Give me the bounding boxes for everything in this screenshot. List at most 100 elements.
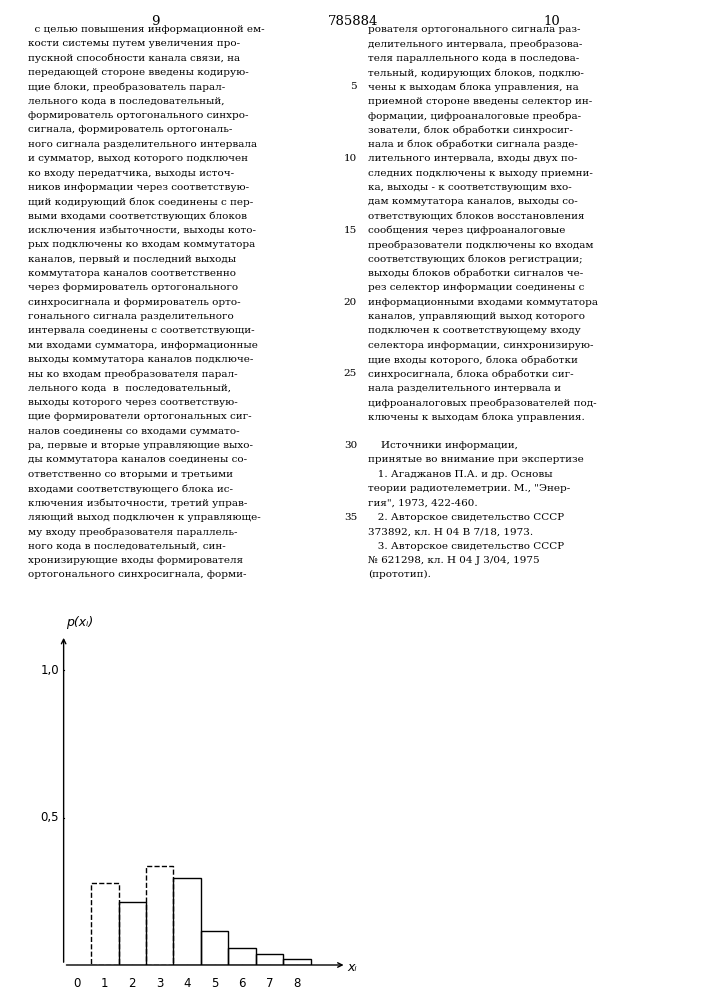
- Text: соответствующих блоков регистрации;: соответствующих блоков регистрации;: [368, 255, 583, 264]
- Text: xᵢ: xᵢ: [348, 961, 358, 974]
- Text: 1: 1: [101, 977, 109, 990]
- Text: p(xᵢ): p(xᵢ): [66, 616, 93, 629]
- Text: 0,5: 0,5: [40, 811, 59, 824]
- Text: выходы блоков обработки сигналов че-: выходы блоков обработки сигналов че-: [368, 269, 583, 278]
- Bar: [284, 959, 311, 965]
- Text: ников информации через соответствую-: ников информации через соответствую-: [28, 183, 250, 192]
- Text: формации, цифроаналоговые преобра-: формации, цифроаналоговые преобра-: [368, 111, 580, 121]
- Text: ра, первые и вторые управляющие выхо-: ра, первые и вторые управляющие выхо-: [28, 441, 253, 450]
- Text: тельный, кодирующих блоков, подклю-: тельный, кодирующих блоков, подклю-: [368, 68, 583, 78]
- Text: теории радиотелеметрии. М., "Энер-: теории радиотелеметрии. М., "Энер-: [368, 484, 570, 493]
- Text: каналов, управляющий выход которого: каналов, управляющий выход которого: [368, 312, 585, 321]
- Text: делительного интервала, преобразова-: делительного интервала, преобразова-: [368, 39, 582, 49]
- Text: ка, выходы - к соответствующим вхо-: ка, выходы - к соответствующим вхо-: [368, 183, 571, 192]
- Text: гия", 1973, 422-460.: гия", 1973, 422-460.: [368, 499, 477, 508]
- Text: 30: 30: [344, 441, 357, 450]
- Text: ного сигнала разделительного интервала: ного сигнала разделительного интервала: [28, 140, 257, 149]
- Bar: [173, 878, 201, 965]
- Text: щие входы которого, блока обработки: щие входы которого, блока обработки: [368, 355, 578, 365]
- Text: ответствующих блоков восстановления: ответствующих блоков восстановления: [368, 212, 584, 221]
- Text: 1. Агаджанов П.А. и др. Основы: 1. Агаджанов П.А. и др. Основы: [368, 470, 552, 479]
- Text: сообщения через цифроаналоговые: сообщения через цифроаналоговые: [368, 226, 565, 235]
- Text: 8: 8: [293, 977, 300, 990]
- Text: му входу преобразователя параллель-: му входу преобразователя параллель-: [28, 527, 238, 537]
- Text: 2. Авторское свидетельство СССР: 2. Авторское свидетельство СССР: [368, 513, 563, 522]
- Bar: [228, 948, 256, 965]
- Text: зователи, блок обработки синхросиг-: зователи, блок обработки синхросиг-: [368, 125, 573, 135]
- Text: 2: 2: [129, 977, 136, 990]
- Text: ми входами сумматора, информационные: ми входами сумматора, информационные: [28, 341, 258, 350]
- Text: пускной способности канала связи, на: пускной способности канала связи, на: [28, 54, 240, 63]
- Text: ного кода в последовательный, син-: ного кода в последовательный, син-: [28, 542, 226, 551]
- Text: коммутатора каналов соответственно: коммутатора каналов соответственно: [28, 269, 236, 278]
- Text: приемной стороне введены селектор ин-: приемной стороне введены селектор ин-: [368, 97, 592, 106]
- Text: 10: 10: [543, 15, 560, 28]
- Text: 1,0: 1,0: [40, 664, 59, 677]
- Bar: [256, 954, 284, 965]
- Text: теля параллельного кода в последова-: теля параллельного кода в последова-: [368, 54, 579, 63]
- Text: селектора информации, синхронизирую-: селектора информации, синхронизирую-: [368, 341, 593, 350]
- Text: принятые во внимание при экспертизе: принятые во внимание при экспертизе: [368, 456, 583, 464]
- Text: сигнала, формирователь ортогональ-: сигнала, формирователь ортогональ-: [28, 125, 233, 134]
- Text: синхросигнала, блока обработки сиг-: синхросигнала, блока обработки сиг-: [368, 369, 573, 379]
- Text: 35: 35: [344, 513, 357, 522]
- Text: выходы коммутатора каналов подключе-: выходы коммутатора каналов подключе-: [28, 355, 254, 364]
- Text: рез селектор информации соединены с: рез селектор информации соединены с: [368, 283, 584, 292]
- Text: ляющий выход подключен к управляюще-: ляющий выход подключен к управляюще-: [28, 513, 261, 522]
- Text: 4: 4: [183, 977, 191, 990]
- Text: каналов, первый и последний выходы: каналов, первый и последний выходы: [28, 255, 236, 264]
- Text: выходы которого через соответствую-: выходы которого через соответствую-: [28, 398, 238, 407]
- Text: через формирователь ортогонального: через формирователь ортогонального: [28, 283, 238, 292]
- Text: 10: 10: [344, 154, 357, 163]
- Text: нала и блок обработки сигнала разде-: нала и блок обработки сигнала разде-: [368, 140, 578, 149]
- Text: чены к выходам блока управления, на: чены к выходам блока управления, на: [368, 82, 578, 92]
- Text: рых подключены ко входам коммутатора: рых подключены ко входам коммутатора: [28, 240, 255, 249]
- Text: цифроаналоговых преобразователей под-: цифроаналоговых преобразователей под-: [368, 398, 596, 408]
- Text: 9: 9: [151, 15, 160, 28]
- Text: преобразователи подключены ко входам: преобразователи подключены ко входам: [368, 240, 593, 250]
- Text: ны ко входам преобразователя парал-: ны ко входам преобразователя парал-: [28, 369, 238, 379]
- Text: ко входу передатчика, выходы источ-: ко входу передатчика, выходы источ-: [28, 168, 235, 178]
- Text: дам коммутатора каналов, выходы со-: дам коммутатора каналов, выходы со-: [368, 197, 578, 206]
- Text: 785884: 785884: [328, 15, 379, 28]
- Text: и сумматор, выход которого подключен: и сумматор, выход которого подключен: [28, 154, 248, 163]
- Text: 373892, кл. Н 04 В 7/18, 1973.: 373892, кл. Н 04 В 7/18, 1973.: [368, 527, 533, 536]
- Bar: [91, 882, 119, 965]
- Text: № 621298, кл. Н 04 J 3/04, 1975: № 621298, кл. Н 04 J 3/04, 1975: [368, 556, 539, 565]
- Text: лельного кода в последовательный,: лельного кода в последовательный,: [28, 97, 225, 106]
- Bar: [201, 931, 228, 965]
- Text: выми входами соответствующих блоков: выми входами соответствующих блоков: [28, 212, 247, 221]
- Text: исключения избыточности, выходы кото-: исключения избыточности, выходы кото-: [28, 226, 256, 235]
- Text: 15: 15: [344, 226, 357, 235]
- Text: с целью повышения информационной ем-: с целью повышения информационной ем-: [28, 25, 265, 34]
- Text: щий кодирующий блок соединены с пер-: щий кодирующий блок соединены с пер-: [28, 197, 254, 207]
- Text: входами соответствующего блока ис-: входами соответствующего блока ис-: [28, 484, 233, 494]
- Text: (прототип).: (прототип).: [368, 570, 431, 579]
- Text: лельного кода  в  последовательный,: лельного кода в последовательный,: [28, 384, 231, 393]
- Text: передающей стороне введены кодирую-: передающей стороне введены кодирую-: [28, 68, 249, 77]
- Bar: [119, 902, 146, 965]
- Text: нала разделительного интервала и: нала разделительного интервала и: [368, 384, 561, 393]
- Text: рователя ортогонального сигнала раз-: рователя ортогонального сигнала раз-: [368, 25, 580, 34]
- Text: 25: 25: [344, 369, 357, 378]
- Text: 3. Авторское свидетельство СССР: 3. Авторское свидетельство СССР: [368, 542, 563, 551]
- Text: информационными входами коммутатора: информационными входами коммутатора: [368, 298, 597, 307]
- Text: гонального сигнала разделительного: гонального сигнала разделительного: [28, 312, 234, 321]
- Bar: [146, 866, 173, 965]
- Text: ключения избыточности, третий управ-: ключения избыточности, третий управ-: [28, 499, 247, 508]
- Text: подключен к соответствующему входу: подключен к соответствующему входу: [368, 326, 580, 335]
- Text: щие формирователи ортогональных сиг-: щие формирователи ортогональных сиг-: [28, 412, 252, 421]
- Text: 5: 5: [211, 977, 218, 990]
- Text: 0: 0: [74, 977, 81, 990]
- Text: налов соединены со входами суммато-: налов соединены со входами суммато-: [28, 427, 240, 436]
- Text: 5: 5: [351, 82, 357, 91]
- Text: ключены к выходам блока управления.: ключены к выходам блока управления.: [368, 412, 585, 422]
- Text: лительного интервала, входы двух по-: лительного интервала, входы двух по-: [368, 154, 577, 163]
- Text: ответственно со вторыми и третьими: ответственно со вторыми и третьими: [28, 470, 233, 479]
- Text: Источники информации,: Источники информации,: [368, 441, 518, 450]
- Text: 6: 6: [238, 977, 246, 990]
- Text: интервала соединены с соответствующи-: интервала соединены с соответствующи-: [28, 326, 255, 335]
- Text: 7: 7: [266, 977, 274, 990]
- Text: хронизирующие входы формирователя: хронизирующие входы формирователя: [28, 556, 243, 565]
- Text: формирователь ортогонального синхро-: формирователь ортогонального синхро-: [28, 111, 249, 120]
